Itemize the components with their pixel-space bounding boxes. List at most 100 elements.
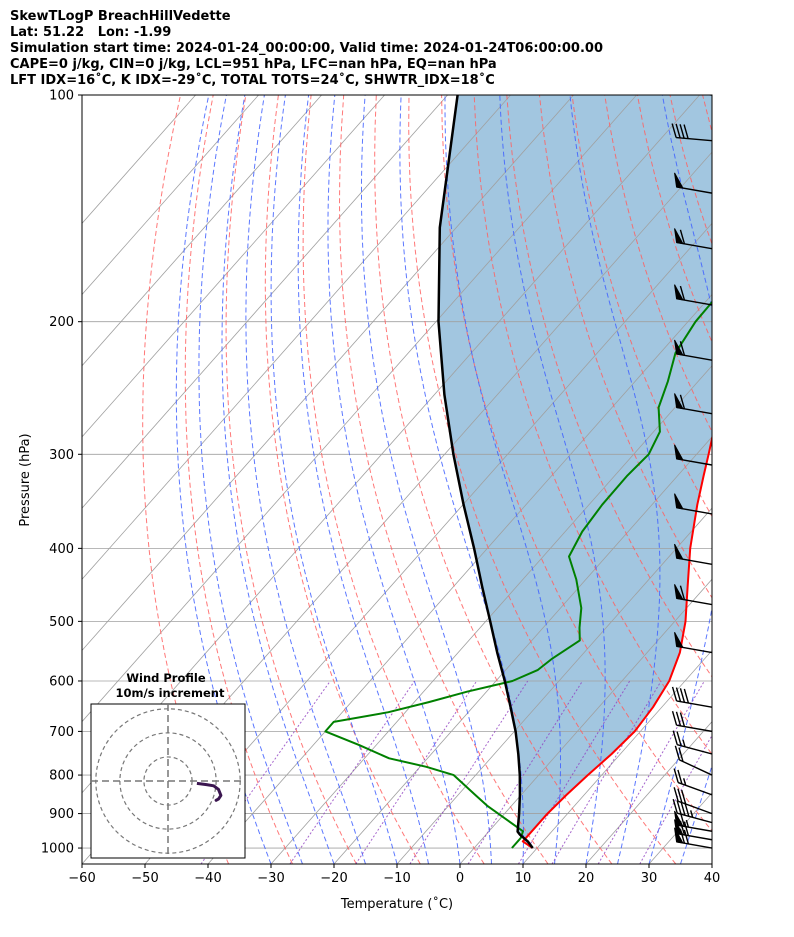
x-tick-label: −60 [68,871,95,886]
x-tick-label: −40 [194,871,221,886]
dry-adiabat-line [264,95,421,864]
moist-adiabat-line [297,95,429,864]
y-tick-label: 300 [49,448,74,463]
dewpoint-line [324,300,712,849]
wind-barb [676,78,712,96]
wind-barb-flag [674,632,684,649]
wind-barb-staff [677,781,712,796]
x-tick-label: 30 [641,871,658,886]
wind-barb [674,444,712,466]
cape-line: CAPE=0 j/kg, CIN=0 j/kg, LCL=951 hPa, LF… [10,57,497,72]
x-tick-label: 20 [578,871,595,886]
moist-adiabat-line [245,95,366,864]
wind-barb-staff [679,759,712,776]
mixing-ratio-line [467,680,583,864]
wind-barb [674,632,712,654]
wind-barb-full [681,789,687,805]
wind-barb [674,827,712,849]
wind-barb [673,787,712,815]
dry-adiabat-line [473,95,712,756]
wind-barb [672,799,712,824]
wind-barb-flag [674,444,684,461]
y-tick-label: 700 [49,725,74,740]
y-tick-label: 400 [49,542,74,557]
x-tick-label: 0 [456,871,464,886]
mixing-ratio-line [289,680,415,864]
wind-barb-full [679,712,686,727]
isotherm-line [144,222,712,864]
x-tick-label: −30 [257,871,284,886]
moist-adiabat-line [711,862,712,864]
moist-adiabat-line [499,95,606,864]
time-line: Simulation start time: 2024-01-24_00:00:… [10,41,603,56]
wind-barb-flag [674,493,684,510]
dry-adiabat-line [702,95,712,134]
wind-barb [674,339,712,361]
wind-barb-full [683,829,690,845]
wind-barb-half [685,819,690,828]
wind-barb-full [677,769,683,785]
moist-adiabat-line [327,95,461,864]
moist-adiabat-line [198,95,303,864]
dry-adiabat-line [338,95,549,864]
isotherm-line [333,436,712,864]
y-tick-label: 200 [49,315,74,330]
dry-adiabat-line [184,95,293,864]
x-tick-label: −50 [131,871,158,886]
wind-barb-full [679,585,686,600]
dry-adiabat-line [408,95,677,864]
isotherm-line [711,863,712,864]
wind-barb-full [676,800,682,815]
wind-barb-full [675,711,682,727]
mixing-ratio-line [355,680,478,864]
wind-barb-half [690,810,694,818]
isotherm-line [207,293,712,864]
wind-barb-full [675,687,682,702]
wind-barb [671,123,712,142]
y-tick-label: 1000 [41,842,74,857]
wind-barb-flag [674,172,684,189]
moist-adiabat-line [270,95,398,864]
dry-adiabat-line [768,95,794,864]
wind-barb [674,493,712,515]
temperature-line [521,434,712,849]
y-tick-label: 900 [49,807,74,822]
wind-barb-full [679,341,686,356]
wind-barb-full [671,123,677,138]
moist-adiabat-line [569,95,661,864]
dry-adiabat-line [441,95,712,832]
wind-barb-full [676,78,680,92]
isotherm-line [775,95,794,864]
wind-barb [671,710,712,733]
wind-barb-full [683,821,690,836]
wind-barb-full [679,394,686,410]
wind-barb-staff [677,812,712,824]
x-axis-label: Temperature (˚C) [340,896,453,912]
wind-barb-full [683,688,690,704]
isotherm-line [459,578,712,864]
wind-barb-full [679,285,686,301]
wind-barb-flag [674,284,684,301]
wind-barb-full [675,123,681,139]
wind-barb-flag [674,393,684,410]
wind-barb-full [683,124,689,139]
wind-barb-full [679,229,686,245]
hodograph-plot [91,704,245,858]
location-line: Lat: 51.22 Lon: -1.99 [10,25,172,40]
isotherm-line [82,95,259,296]
wind-barb-full [677,788,683,803]
isotherm-line [82,95,574,652]
isotherm-line [82,95,322,367]
wind-barb-staff [676,724,712,733]
moist-adiabat-line [648,95,712,864]
hodograph-subtitle: 10m/s increment [116,686,225,700]
wind-barb-half [682,739,686,747]
wind-barb-full [680,801,686,816]
wind-barb [674,284,712,306]
plot-area [82,78,794,864]
wind-barb [674,745,712,776]
x-tick-label: −20 [320,871,347,886]
wind-barb-flag [674,339,684,356]
isotherm-line [396,507,712,864]
